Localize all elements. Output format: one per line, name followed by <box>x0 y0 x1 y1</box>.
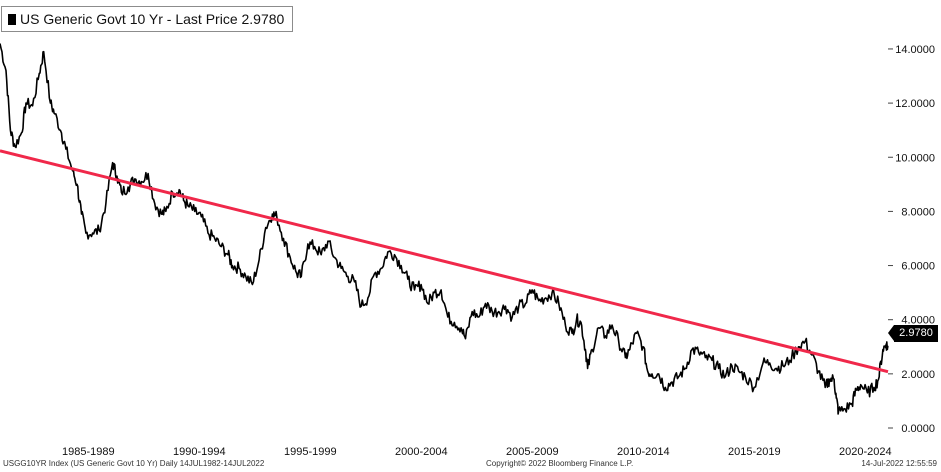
trendline <box>0 149 889 374</box>
legend-swatch <box>8 13 16 25</box>
legend-label: US Generic Govt 10 Yr - Last Price 2.978… <box>20 11 285 27</box>
y-tick-label: 4.0000 <box>901 315 935 327</box>
price-series-line <box>0 43 889 415</box>
y-tick-label: 8.0000 <box>901 206 935 218</box>
x-tick-label: 2015-2019 <box>728 446 781 458</box>
x-tick-label: 1990-1994 <box>173 446 226 458</box>
x-tick-label: 2020-2024 <box>839 446 892 458</box>
y-tick-label: 6.0000 <box>901 261 935 273</box>
chart-series-layer <box>0 43 889 415</box>
x-tick-label: 2005-2009 <box>506 446 559 458</box>
x-tick-label: 2010-2014 <box>617 446 670 458</box>
chart-legend: US Generic Govt 10 Yr - Last Price 2.978… <box>1 6 294 32</box>
x-tick-label: 1985-1989 <box>62 446 115 458</box>
footer-index-info: USGG10YR Index (US Generic Govt 10 Yr) D… <box>3 459 265 468</box>
y-tick-label: 0.0000 <box>901 423 935 435</box>
x-tick-label: 2000-2004 <box>395 446 448 458</box>
footer-timestamp: 14-Jul-2022 12:55:59 <box>861 459 937 468</box>
y-tick-label: 2.0000 <box>901 369 935 381</box>
x-axis: 1985-1989 1990-1994 1995-1999 2000-2004 2005… <box>62 446 892 458</box>
last-price-tag: 2.9780 <box>888 325 938 342</box>
y-tick-label: 10.0000 <box>895 152 935 164</box>
x-tick-label: 1995-1999 <box>284 446 337 458</box>
y-tick-label: 14.0000 <box>895 44 935 56</box>
footer-copyright: Copyright© 2022 Bloomberg Finance L.P. <box>486 459 634 468</box>
y-tick-label: 12.0000 <box>895 98 935 110</box>
y-axis: 0.0000 2.0000 4.0000 6.0000 8.0000 10.0000 12.… <box>888 44 935 435</box>
